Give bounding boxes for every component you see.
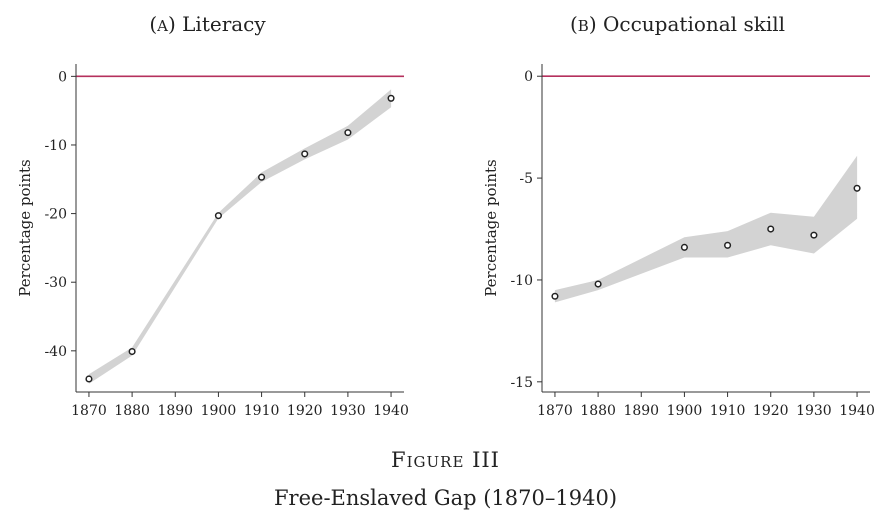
panel-a-y-tick-label: -10: [44, 138, 67, 154]
panel-a-x-tick-label: 1880: [114, 403, 150, 419]
panel-b-x-tick-label: 1890: [623, 403, 659, 419]
panel-b-data-point: [767, 225, 775, 233]
panel-b-data-point: [551, 292, 559, 300]
panel-b-data-point: [680, 243, 688, 251]
figure-label: Figure III: [391, 448, 500, 472]
panel-b-y-tick-label: -15: [510, 375, 533, 391]
panel-a-title-text: Literacy: [182, 12, 266, 36]
panel-a-x-tick-label: 1930: [330, 403, 366, 419]
panel-a-x-tick-label: 1870: [71, 403, 107, 419]
panel-b-confidence-band: [554, 155, 858, 303]
panel-b-x-tick-label: 1880: [580, 403, 616, 419]
panel-a-data-point: [128, 347, 136, 356]
panel-b-y-tick-label: -5: [519, 171, 533, 187]
panel-b-x-tick-label: 1910: [710, 403, 746, 419]
panel-a-y-tick-label: -20: [44, 207, 67, 223]
panel-a-data-point: [387, 94, 395, 102]
panel-a-y-tick-label: -40: [44, 344, 67, 360]
panel-a-confidence-band: [88, 89, 392, 384]
panel-b-data-point: [853, 184, 861, 192]
figure-charts: 0 -10 -20 -30 -40 1870 1880 1890 1900 1910 1920 193…: [16, 64, 875, 419]
panel-a-x-tick-label: 1940: [373, 403, 409, 419]
panel-a-x-tick-label: 1910: [244, 403, 280, 419]
panel-b-x-tick-label: 1900: [667, 403, 703, 419]
panel-a-x-tick-label: 1900: [201, 403, 237, 419]
panel-a-data-point: [214, 212, 222, 220]
panel-b-y-tick-label: -10: [510, 273, 533, 289]
panel-a-data-point: [85, 375, 93, 383]
panel-a-y-axis-label: Percentage points: [16, 159, 34, 296]
panel-b-x-tick-label: 1920: [753, 403, 789, 419]
panel-a-y-tick-label: 0: [58, 69, 67, 85]
panel-a-data-point: [344, 129, 352, 137]
panel-b-y-tick-label: 0: [524, 69, 533, 85]
panel-b-data-point: [594, 280, 602, 288]
panel-a-letter: A: [157, 17, 168, 35]
panel-b-title: (B) Occupational skill: [569, 12, 786, 36]
panel-b-letter: B: [577, 17, 589, 35]
panel-a-data-point: [301, 150, 309, 158]
panel-a-x-tick-label: 1890: [157, 403, 193, 419]
panel-b-data-point: [724, 241, 732, 249]
figure-caption: Free-Enslaved Gap (1870–1940): [273, 486, 618, 510]
panel-a-y-tick-label: -30: [44, 275, 67, 291]
panel-b-y-axis-label: Percentage points: [482, 159, 500, 296]
panel-a-data-point: [258, 173, 266, 181]
panel-b-x-tick-label: 1940: [839, 403, 875, 419]
panel-a-x-tick-label: 1920: [287, 403, 323, 419]
panel-b-title-text: Occupational skill: [603, 12, 786, 36]
panel-a-plot: 0 -10 -20 -30 -40 1870 1880 1890 1900 1910 1920 193…: [16, 64, 409, 419]
panel-a-title: (A) Literacy: [149, 12, 266, 36]
panel-b-x-tick-label: 1930: [796, 403, 832, 419]
panel-b-x-tick-label: 1870: [537, 403, 573, 419]
panel-b-data-point: [810, 231, 818, 239]
